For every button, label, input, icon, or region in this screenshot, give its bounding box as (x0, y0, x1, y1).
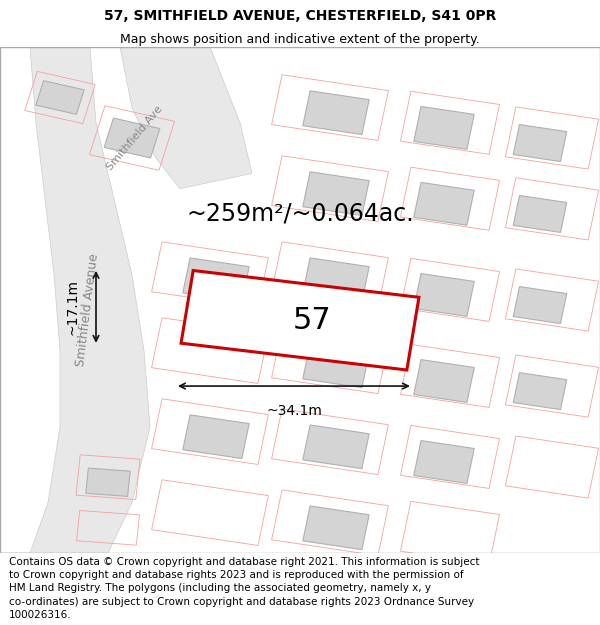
Polygon shape (414, 359, 474, 403)
Polygon shape (303, 91, 369, 134)
Polygon shape (181, 271, 419, 370)
Text: HM Land Registry. The polygons (including the associated geometry, namely x, y: HM Land Registry. The polygons (includin… (9, 583, 431, 593)
Text: Smithfield Avenue: Smithfield Avenue (74, 253, 100, 368)
Polygon shape (90, 47, 252, 189)
Text: 57, SMITHFIELD AVENUE, CHESTERFIELD, S41 0PR: 57, SMITHFIELD AVENUE, CHESTERFIELD, S41… (104, 9, 496, 23)
Text: Contains OS data © Crown copyright and database right 2021. This information is : Contains OS data © Crown copyright and d… (9, 557, 479, 567)
Text: Smithfield Ave: Smithfield Ave (105, 104, 165, 172)
Text: to Crown copyright and database rights 2023 and is reproduced with the permissio: to Crown copyright and database rights 2… (9, 570, 464, 580)
Polygon shape (414, 182, 474, 225)
Text: ~17.1m: ~17.1m (65, 279, 79, 335)
Polygon shape (303, 258, 369, 302)
Polygon shape (183, 415, 249, 459)
Polygon shape (86, 468, 130, 496)
Text: 100026316.: 100026316. (9, 610, 71, 620)
Polygon shape (183, 258, 249, 302)
Polygon shape (513, 372, 567, 409)
Text: 57: 57 (293, 306, 331, 335)
Text: Map shows position and indicative extent of the property.: Map shows position and indicative extent… (120, 32, 480, 46)
Polygon shape (513, 287, 567, 324)
Polygon shape (414, 106, 474, 149)
Text: co-ordinates) are subject to Crown copyright and database rights 2023 Ordnance S: co-ordinates) are subject to Crown copyr… (9, 597, 474, 607)
Polygon shape (414, 441, 474, 483)
Polygon shape (303, 425, 369, 469)
Polygon shape (513, 124, 567, 161)
Polygon shape (303, 506, 369, 549)
Polygon shape (513, 196, 567, 232)
Polygon shape (303, 344, 369, 388)
Polygon shape (0, 47, 150, 553)
Text: ~34.1m: ~34.1m (266, 404, 322, 418)
Polygon shape (36, 81, 84, 114)
Polygon shape (414, 274, 474, 316)
Polygon shape (303, 172, 369, 216)
Polygon shape (104, 118, 160, 158)
Text: ~259m²/~0.064ac.: ~259m²/~0.064ac. (186, 202, 414, 226)
